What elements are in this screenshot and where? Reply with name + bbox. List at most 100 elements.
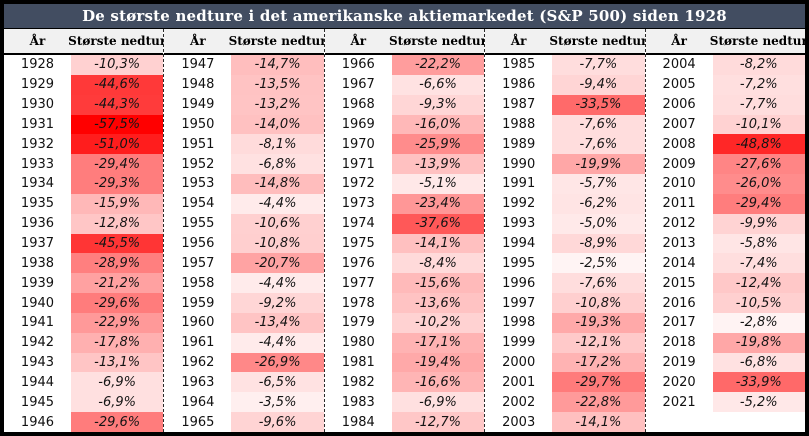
drawdown-cell: -27,6% bbox=[712, 154, 805, 175]
year-cell: 1956 bbox=[164, 233, 232, 254]
drawdown-cell: -8,4% bbox=[391, 253, 485, 274]
drawdown-cell: -13,2% bbox=[231, 94, 324, 115]
column-group-1: År Største nedtur 1928 -10,3% 1929 -44,6% 1930… bbox=[4, 29, 166, 432]
drawdown-cell: -9,9% bbox=[712, 213, 805, 234]
year-cell: 1970 bbox=[324, 134, 392, 155]
year-cell: 2001 bbox=[485, 372, 553, 393]
year-cell: 2020 bbox=[645, 372, 713, 393]
column-group-4: År Største nedtur 1985 -7,7% 1986 -9,4% 1987 -3… bbox=[484, 29, 647, 432]
year-cell: 1947 bbox=[164, 55, 232, 75]
year-cell: 1931 bbox=[4, 114, 71, 135]
drawdown-cell: -16,6% bbox=[391, 372, 485, 393]
drawdown-cell: -17,1% bbox=[391, 332, 485, 353]
year-cell: 1940 bbox=[4, 293, 71, 313]
year-cell: 1957 bbox=[164, 253, 232, 274]
drawdown-cell: -13,4% bbox=[231, 312, 324, 333]
year-cell: 1958 bbox=[164, 273, 232, 294]
year-cell: 1976 bbox=[324, 253, 392, 274]
year-cell: 1974 bbox=[324, 213, 392, 234]
year-cell: 1972 bbox=[324, 174, 392, 194]
drawdown-cell: -6,8% bbox=[712, 352, 805, 373]
year-cell: 1961 bbox=[164, 332, 232, 353]
drawdown-cell: -5,8% bbox=[712, 233, 805, 254]
year-cell: 1967 bbox=[324, 74, 392, 95]
year-cell: 1984 bbox=[324, 412, 392, 432]
drawdown-cell: -57,5% bbox=[70, 114, 164, 135]
year-cell: 1941 bbox=[4, 312, 71, 333]
year-cell: 1951 bbox=[164, 134, 232, 155]
year-cell: 1991 bbox=[485, 174, 553, 194]
drawdown-cell: -48,8% bbox=[712, 134, 805, 155]
year-cell: 1975 bbox=[324, 233, 392, 254]
drawdown-cell: -7,6% bbox=[552, 273, 645, 294]
drawdown-cell: -14,0% bbox=[231, 114, 324, 135]
year-cell: 1982 bbox=[324, 372, 392, 393]
drawdown-cell: -6,5% bbox=[231, 372, 324, 393]
year-cell: 1939 bbox=[4, 273, 71, 294]
year-cell: 2021 bbox=[645, 392, 713, 413]
column-group-2: År Største nedtur 1947 -14,7% 1948 -13,5% 1949… bbox=[163, 29, 327, 432]
drawdown-cell: -19,3% bbox=[552, 312, 645, 333]
drawdown-cell: -8,9% bbox=[552, 233, 645, 254]
drawdown-cell: -25,9% bbox=[391, 134, 485, 155]
year-cell: 2006 bbox=[645, 94, 713, 115]
drawdown-cell: -8,1% bbox=[231, 134, 324, 155]
drawdown-cell: -2,5% bbox=[552, 253, 645, 274]
year-cell bbox=[645, 412, 713, 432]
year-cell: 1969 bbox=[324, 114, 392, 135]
year-cell: 1993 bbox=[485, 213, 553, 234]
year-cell: 1943 bbox=[4, 352, 71, 373]
drawdown-cell: -33,9% bbox=[712, 372, 805, 393]
drawdown-cell: -51,0% bbox=[70, 134, 164, 155]
drawdown-cell: -5,7% bbox=[552, 174, 645, 194]
column-group-5: År Største nedtur 2004 -8,2% 2005 -7,2% 2006 -7… bbox=[644, 29, 805, 432]
drawdown-cell: -12,1% bbox=[552, 332, 645, 353]
year-cell: 1934 bbox=[4, 174, 71, 194]
drawdown-cell: -7,2% bbox=[712, 74, 805, 95]
year-cell: 1999 bbox=[485, 332, 553, 353]
year-cell: 2017 bbox=[645, 312, 713, 333]
year-cell: 2000 bbox=[485, 352, 553, 373]
drawdown-header: Største nedtur bbox=[549, 29, 647, 55]
year-cell: 1948 bbox=[164, 74, 232, 95]
year-cell: 1977 bbox=[324, 273, 392, 294]
year-cell: 2002 bbox=[485, 392, 553, 413]
column-group-3: År Største nedtur 1966 -22,2% 1967 -6,6% 1968-… bbox=[323, 29, 487, 432]
drawdown-header: Største nedtur bbox=[389, 29, 487, 55]
year-cell: 1928 bbox=[4, 55, 71, 75]
drawdown-cell: -6,2% bbox=[552, 193, 645, 214]
drawdown-cell: -5,2% bbox=[712, 392, 805, 413]
year-cell: 1997 bbox=[485, 293, 553, 313]
year-cell: 1989 bbox=[485, 134, 553, 155]
drawdown-cell: -10,6% bbox=[231, 213, 324, 234]
drawdown-cell: -21,2% bbox=[70, 273, 164, 294]
drawdown-header: Største nedtur bbox=[710, 29, 805, 55]
drawdown-cell: -5,0% bbox=[552, 213, 645, 234]
drawdown-cell: -6,6% bbox=[391, 74, 485, 95]
drawdown-cell: -8,2% bbox=[712, 55, 805, 75]
year-cell: 1985 bbox=[485, 55, 553, 75]
drawdown-cell: -10,8% bbox=[552, 293, 645, 313]
drawdown-cell: -15,6% bbox=[391, 273, 485, 294]
drawdown-cell: -13,1% bbox=[70, 352, 164, 373]
drawdown-cell bbox=[712, 412, 805, 432]
drawdown-cell: -26,9% bbox=[231, 352, 324, 373]
drawdown-cell: -13,9% bbox=[391, 154, 485, 175]
year-cell: 1964 bbox=[164, 392, 232, 413]
year-cell: 1950 bbox=[164, 114, 232, 135]
drawdown-cell: -3,5% bbox=[231, 392, 324, 413]
year-cell: 2014 bbox=[645, 253, 713, 274]
year-cell: 1935 bbox=[4, 193, 71, 214]
drawdown-cell: -12,4% bbox=[712, 273, 805, 294]
drawdown-cell: -19,4% bbox=[391, 352, 485, 373]
year-cell: 1995 bbox=[485, 253, 553, 274]
drawdown-cell: -29,6% bbox=[70, 412, 164, 432]
drawdown-cell: -10,5% bbox=[712, 293, 805, 313]
drawdown-cell: -19,8% bbox=[712, 332, 805, 353]
drawdown-cell: -44,3% bbox=[70, 94, 164, 115]
year-header: År bbox=[164, 29, 232, 55]
drawdown-cell: -9,2% bbox=[231, 293, 324, 313]
year-cell: 1952 bbox=[164, 154, 232, 175]
year-cell: 2005 bbox=[645, 74, 713, 95]
